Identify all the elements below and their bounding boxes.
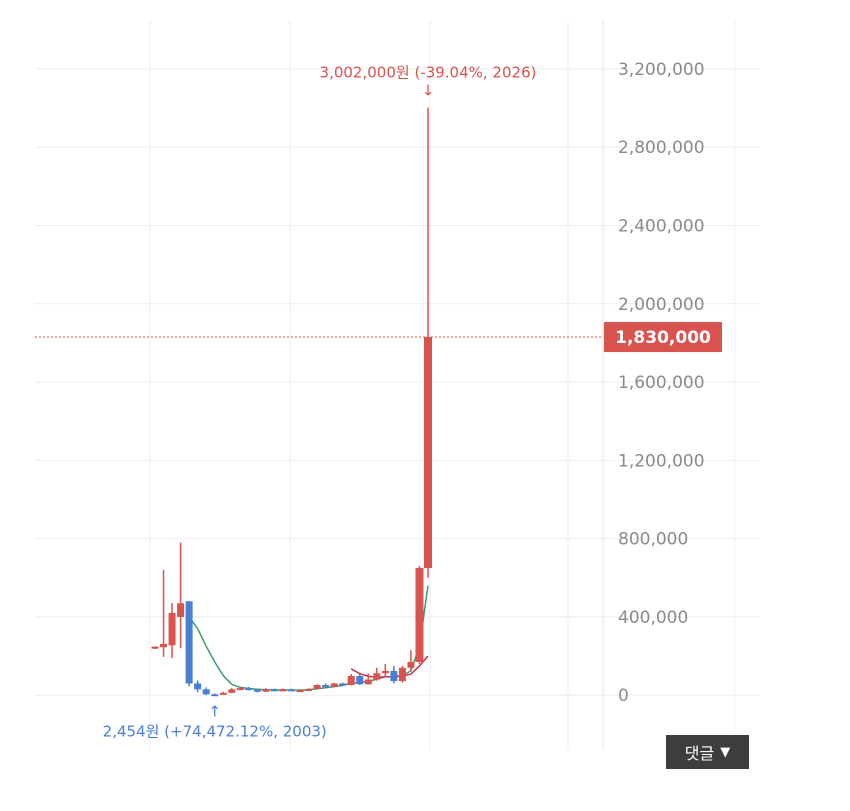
candle-body-1 <box>160 643 168 648</box>
candle-body-3 <box>177 603 185 617</box>
high-marker-icon: ↓ <box>422 82 435 100</box>
current-price-label: 1,830,000 <box>615 328 711 348</box>
low-annotation-text: 2,454원 (+74,472.12%, 2003) <box>103 723 327 741</box>
candle-body-24 <box>356 676 364 685</box>
candle-body-8 <box>219 692 227 695</box>
candle-body-27 <box>381 670 389 674</box>
candle-body-12 <box>253 689 261 692</box>
comment-button[interactable]: 댓글 ▼ <box>666 735 749 769</box>
candle-body-4 <box>185 601 193 684</box>
candle-body-13 <box>262 689 270 692</box>
candle-body-25 <box>364 679 372 685</box>
chevron-down-icon: ▼ <box>720 744 731 760</box>
candle-body-11 <box>245 688 253 691</box>
candle-body-26 <box>373 673 381 680</box>
candle-body-30 <box>407 661 415 668</box>
chart-grid <box>35 20 760 750</box>
y-tick-label-7: 400,000 <box>618 608 688 628</box>
high-annotation-text: 3,002,000원 (-39.04%, 2026) <box>320 64 537 82</box>
candle-body-19 <box>313 685 321 689</box>
candle-body-0 <box>151 646 159 649</box>
candle-body-23 <box>347 676 355 686</box>
y-tick-label-0: 3,200,000 <box>618 60 705 80</box>
current-price-tag <box>604 322 722 353</box>
candle-body-22 <box>339 683 347 686</box>
annotations: 3,002,000원 (-39.04%, 2026)↓ ↑ 2,454원 (+74,… <box>103 64 537 741</box>
candle-body-7 <box>211 694 219 697</box>
candle-body-6 <box>202 689 210 695</box>
y-tick-label-4: 1,600,000 <box>618 373 705 393</box>
y-tick-label-1: 2,800,000 <box>618 138 705 158</box>
candle-body-15 <box>279 689 287 692</box>
candle-body-9 <box>228 689 236 693</box>
candle-body-20 <box>322 685 330 688</box>
y-tick-label-2: 2,400,000 <box>618 216 705 236</box>
low-marker-icon: ↑ <box>208 703 221 721</box>
candle-body-14 <box>270 689 278 692</box>
candle-body-10 <box>236 688 244 691</box>
candle-body-29 <box>398 667 406 682</box>
comment-button-label: 댓글 <box>684 744 715 763</box>
candles <box>151 107 432 697</box>
candle-body-16 <box>288 689 295 692</box>
y-tick-label-3: 2,000,000 <box>618 295 705 315</box>
candle-body-2 <box>168 613 176 646</box>
candle-body-31 <box>415 567 424 662</box>
y-axis: 3,200,000 2,800,000 2,400,000 2,000,000 1,60… <box>604 60 722 706</box>
candle-body-28 <box>390 670 398 682</box>
candle-body-17 <box>296 690 304 693</box>
candle-body-18 <box>305 688 313 691</box>
y-tick-label-8: 0 <box>618 686 629 706</box>
ma-long-line <box>350 655 429 678</box>
y-tick-label-5: 1,200,000 <box>618 451 705 471</box>
candle-body-32 <box>424 337 432 568</box>
candle-body-5 <box>194 683 202 690</box>
candle-body-21 <box>330 683 338 687</box>
y-tick-label-6: 800,000 <box>618 530 688 550</box>
